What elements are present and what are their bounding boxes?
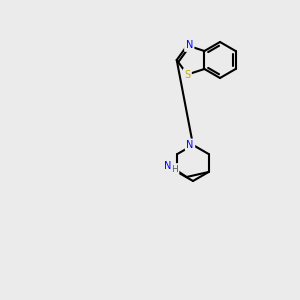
Text: H: H [171, 164, 178, 173]
Text: N: N [186, 40, 193, 50]
Text: S: S [184, 70, 190, 80]
Text: N: N [164, 161, 171, 171]
Text: N: N [186, 140, 194, 150]
